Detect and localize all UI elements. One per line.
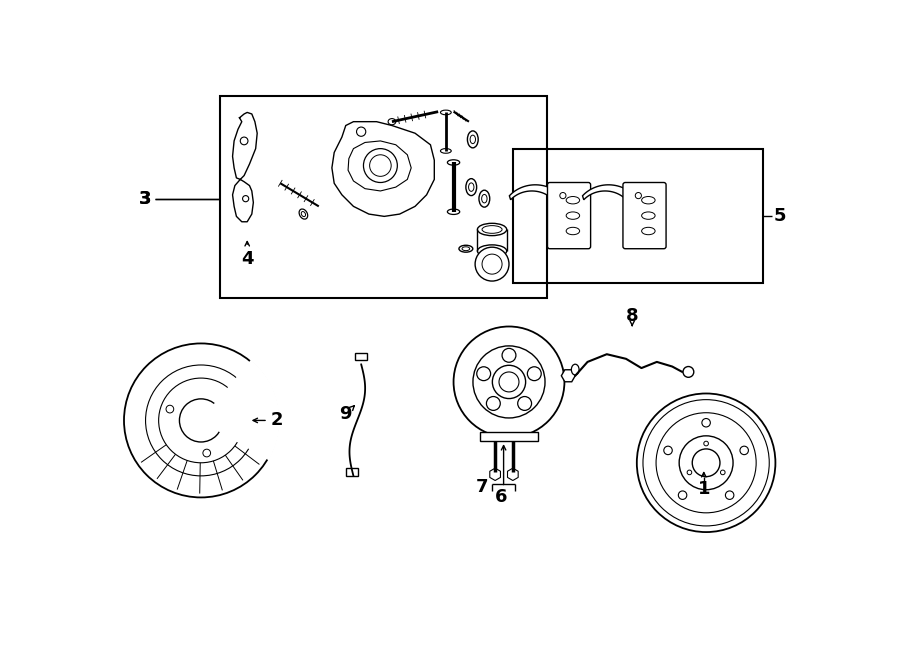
Circle shape [502, 348, 516, 362]
Ellipse shape [466, 178, 477, 196]
FancyBboxPatch shape [547, 182, 590, 249]
Ellipse shape [479, 190, 490, 207]
Circle shape [679, 491, 687, 500]
Bar [346, 468, 358, 476]
Circle shape [704, 442, 708, 446]
Polygon shape [509, 185, 562, 200]
Circle shape [740, 446, 749, 455]
Ellipse shape [447, 209, 460, 214]
Bar [480, 432, 538, 442]
Circle shape [721, 470, 725, 475]
Ellipse shape [566, 227, 580, 235]
Text: 6: 6 [495, 488, 508, 506]
Polygon shape [201, 360, 280, 459]
Ellipse shape [467, 131, 478, 148]
Polygon shape [582, 185, 634, 200]
Ellipse shape [477, 245, 507, 257]
Circle shape [664, 446, 672, 455]
Text: 3: 3 [140, 190, 152, 208]
Ellipse shape [440, 149, 451, 153]
Ellipse shape [566, 196, 580, 204]
Text: 2: 2 [271, 411, 284, 430]
Ellipse shape [642, 212, 655, 219]
Circle shape [477, 367, 490, 381]
Circle shape [637, 393, 776, 532]
Bar [513, 149, 763, 284]
Text: 5: 5 [774, 207, 787, 225]
Circle shape [683, 367, 694, 377]
Circle shape [224, 397, 232, 405]
Circle shape [527, 367, 541, 381]
Ellipse shape [388, 118, 396, 125]
Text: 4: 4 [241, 250, 254, 268]
Ellipse shape [459, 245, 472, 253]
Ellipse shape [642, 227, 655, 235]
Text: 1: 1 [698, 480, 710, 498]
Circle shape [680, 436, 734, 490]
Text: 7: 7 [476, 479, 488, 496]
Text: 9: 9 [339, 405, 352, 423]
Circle shape [454, 327, 564, 438]
Polygon shape [332, 122, 435, 216]
Circle shape [725, 491, 734, 500]
Ellipse shape [299, 209, 308, 219]
Bar [355, 353, 367, 360]
Ellipse shape [572, 364, 579, 375]
Circle shape [179, 399, 222, 442]
Circle shape [702, 418, 710, 427]
FancyBboxPatch shape [623, 182, 666, 249]
Bar [220, 97, 547, 298]
Ellipse shape [477, 223, 507, 235]
Circle shape [518, 397, 532, 410]
Circle shape [687, 470, 692, 475]
Ellipse shape [447, 160, 460, 165]
Circle shape [124, 344, 278, 498]
Circle shape [475, 247, 509, 281]
Circle shape [499, 372, 519, 392]
Ellipse shape [440, 110, 451, 115]
Circle shape [486, 397, 500, 410]
Ellipse shape [642, 196, 655, 204]
Ellipse shape [566, 212, 580, 219]
Circle shape [202, 449, 211, 457]
Text: 8: 8 [626, 307, 638, 325]
Circle shape [492, 366, 526, 399]
Circle shape [166, 405, 174, 413]
Text: 3: 3 [140, 190, 152, 208]
Circle shape [692, 449, 720, 477]
